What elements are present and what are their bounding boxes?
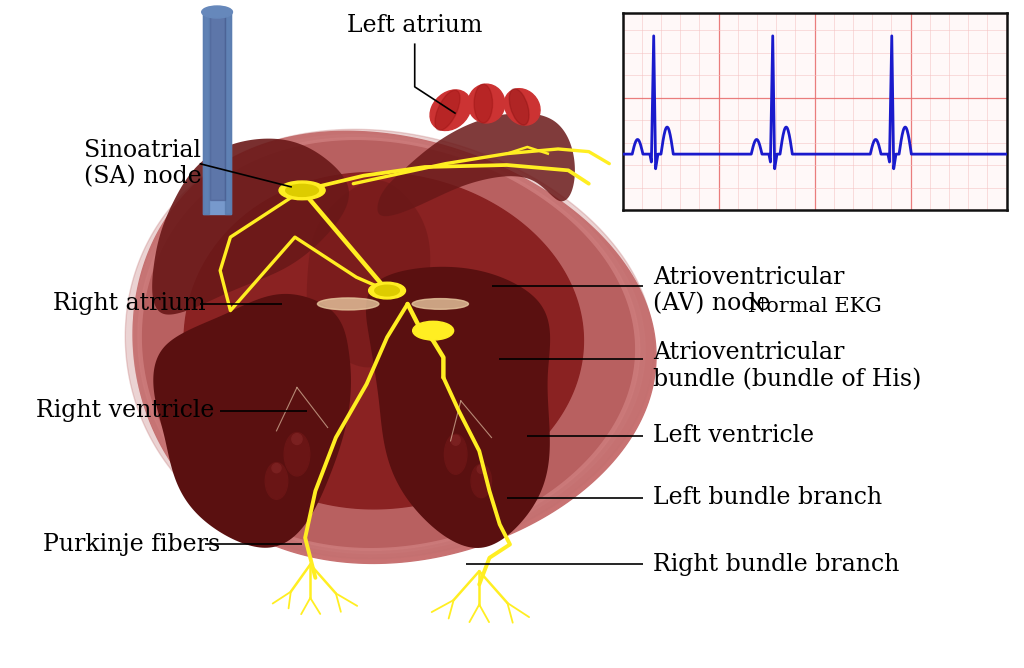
- Ellipse shape: [505, 89, 540, 125]
- Ellipse shape: [202, 6, 232, 18]
- Ellipse shape: [435, 90, 460, 130]
- Ellipse shape: [471, 464, 492, 498]
- Ellipse shape: [375, 285, 399, 296]
- Polygon shape: [203, 10, 209, 214]
- Polygon shape: [378, 113, 574, 216]
- Text: Left bundle branch: Left bundle branch: [653, 486, 883, 509]
- Text: Right bundle branch: Right bundle branch: [653, 553, 900, 576]
- Ellipse shape: [468, 84, 505, 123]
- Polygon shape: [307, 180, 430, 367]
- Polygon shape: [138, 138, 640, 550]
- Text: Normal EKG: Normal EKG: [748, 297, 882, 316]
- Polygon shape: [125, 130, 654, 558]
- Ellipse shape: [413, 321, 454, 340]
- Ellipse shape: [452, 436, 460, 445]
- Text: Atrioventricular
bundle (bundle of His): Atrioventricular bundle (bundle of His): [653, 341, 922, 391]
- Text: Left ventricle: Left ventricle: [653, 424, 814, 447]
- Ellipse shape: [477, 465, 485, 474]
- Ellipse shape: [286, 184, 318, 196]
- Polygon shape: [133, 134, 645, 554]
- Polygon shape: [184, 172, 584, 509]
- Text: Left atrium: Left atrium: [347, 14, 482, 37]
- Polygon shape: [366, 267, 550, 548]
- Text: Right atrium: Right atrium: [53, 293, 206, 315]
- Polygon shape: [142, 141, 634, 547]
- Ellipse shape: [474, 84, 493, 123]
- Ellipse shape: [444, 434, 467, 474]
- Ellipse shape: [279, 181, 326, 200]
- Text: Sinoatrial
(SA) node: Sinoatrial (SA) node: [84, 139, 202, 188]
- Polygon shape: [133, 132, 656, 563]
- Polygon shape: [210, 15, 225, 200]
- Ellipse shape: [272, 464, 281, 473]
- Ellipse shape: [292, 434, 302, 444]
- Ellipse shape: [284, 433, 309, 476]
- Ellipse shape: [509, 89, 529, 125]
- Text: Right ventricle: Right ventricle: [36, 399, 214, 422]
- Polygon shape: [203, 10, 231, 214]
- Polygon shape: [153, 139, 349, 315]
- Ellipse shape: [369, 282, 406, 299]
- Polygon shape: [154, 294, 351, 548]
- Ellipse shape: [412, 299, 469, 309]
- Ellipse shape: [430, 90, 471, 130]
- Text: Purkinje fibers: Purkinje fibers: [43, 533, 220, 556]
- Ellipse shape: [317, 298, 379, 310]
- Polygon shape: [225, 10, 231, 214]
- Text: Atrioventricular
(AV) node: Atrioventricular (AV) node: [653, 266, 845, 315]
- Ellipse shape: [265, 462, 288, 499]
